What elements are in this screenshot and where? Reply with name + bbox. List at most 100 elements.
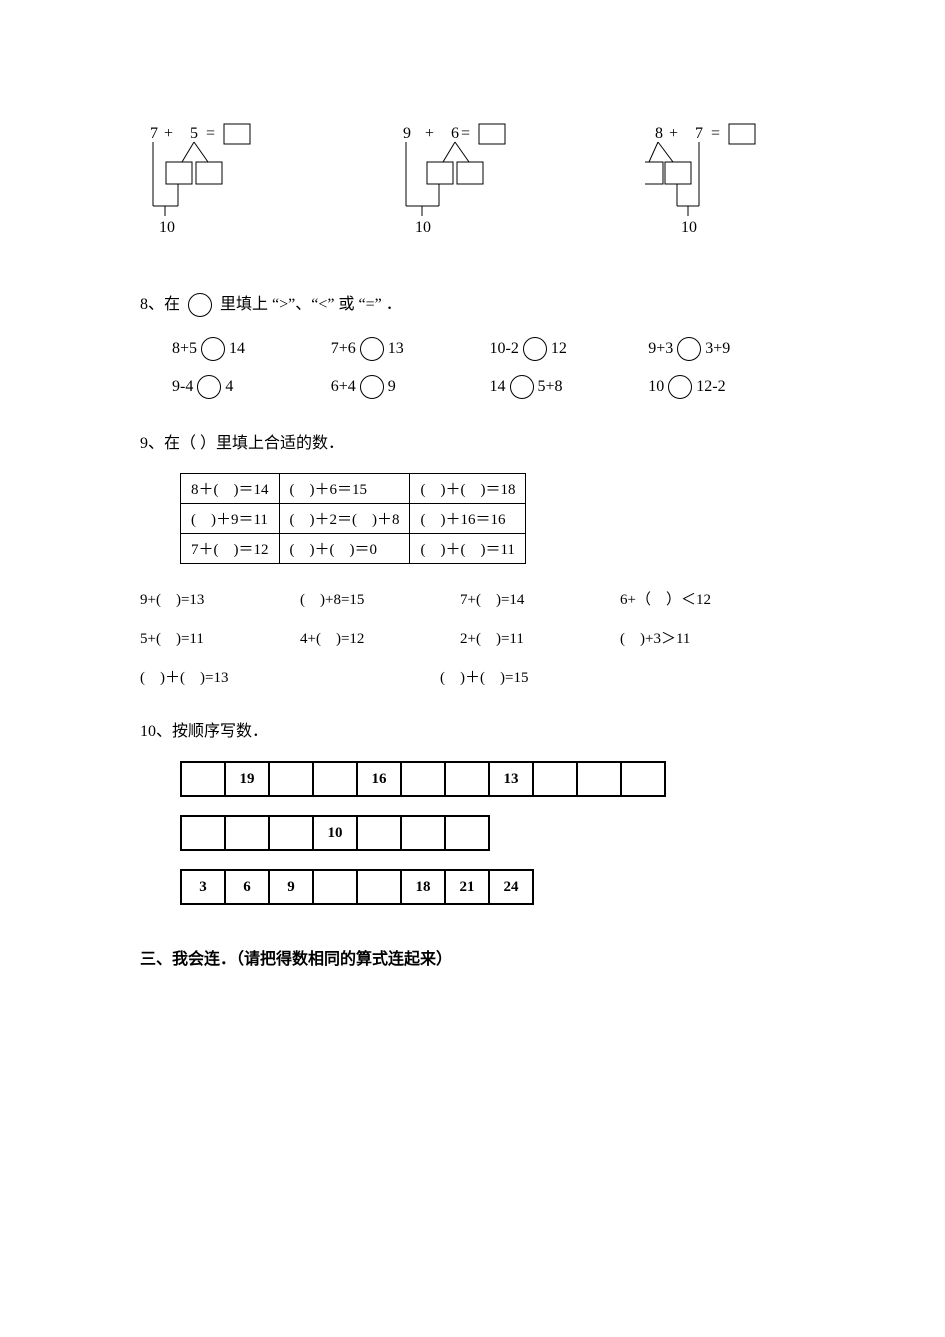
addend-b: 6 [451,125,459,142]
answer-box[interactable] [224,124,250,144]
split-box[interactable] [196,162,222,184]
seq-cell[interactable] [444,815,490,851]
circle-icon [188,293,212,317]
split-diagram-row: 7 + 5 = 10 9 + 6 [140,120,805,240]
split-box[interactable] [645,162,663,184]
seq-cell[interactable] [180,761,224,797]
sequence-row: 10 [180,815,805,851]
seq-cell[interactable] [180,815,224,851]
expr-right: 12-2 [696,378,725,396]
table-cell[interactable]: ( )＋9＝11 [181,504,280,534]
q9-extra-row: 9+( )=13 ( )+8=15 7+( )=14 6+（ ）＜12 [140,588,805,609]
sequence-row: 3 6 9 18 21 24 [180,869,805,905]
split-box[interactable] [427,162,453,184]
table-row: ( )＋9＝11 ( )＋2＝( )＋8 ( )＋16＝16 [181,504,526,534]
fill-blank-expr[interactable]: ( )+3＞11 [620,627,780,648]
answer-box[interactable] [729,124,755,144]
seq-cell[interactable] [268,761,312,797]
addend-a: 8 [655,125,663,142]
table-cell[interactable]: ( )＋( )＝11 [410,534,526,564]
q8-item: 8+5 14 [170,337,329,361]
seq-cell[interactable] [620,761,666,797]
sum-ten: 10 [415,219,431,236]
table-cell[interactable]: ( )＋16＝16 [410,504,526,534]
q9-extra-row: ( )＋( )=13 ( )＋( )=15 [140,666,805,687]
answer-box[interactable] [479,124,505,144]
split-line [182,142,194,162]
seq-cell[interactable]: 10 [312,815,356,851]
seq-cell[interactable] [224,815,268,851]
expr-left: 6+4 [331,378,356,396]
table-cell[interactable]: 8＋( )＝14 [181,474,280,504]
seq-cell[interactable]: 3 [180,869,224,905]
compare-circle[interactable] [360,337,384,361]
q8-title-prefix: 8、在 [140,296,180,313]
split-box[interactable] [166,162,192,184]
table-cell[interactable]: ( )＋( )＝18 [410,474,526,504]
seq-cell[interactable] [444,761,488,797]
addend-a: 9 [403,125,411,142]
fill-blank-expr[interactable]: 9+( )=13 [140,588,300,609]
seq-cell[interactable]: 19 [224,761,268,797]
compare-circle[interactable] [677,337,701,361]
seq-cell[interactable] [268,815,312,851]
split-line [443,142,455,162]
compare-circle[interactable] [523,337,547,361]
split-box[interactable] [665,162,691,184]
seq-cell[interactable]: 24 [488,869,534,905]
fill-blank-expr[interactable]: 6+（ ）＜12 [620,588,780,609]
sum-ten: 10 [681,219,697,236]
fill-blank-expr[interactable]: ( )＋( )=13 [140,666,440,687]
equals-sign: = [711,125,720,142]
seq-cell[interactable]: 13 [488,761,532,797]
seq-cell[interactable] [312,869,356,905]
addend-b: 5 [190,125,198,142]
seq-cell[interactable] [356,869,400,905]
seq-cell[interactable]: 6 [224,869,268,905]
fill-blank-expr[interactable]: 2+( )=11 [460,627,620,648]
q10-title: 10、按顺序写数． [140,717,805,741]
seq-cell[interactable]: 16 [356,761,400,797]
seq-cell[interactable] [400,761,444,797]
expr-left: 8+5 [172,340,197,358]
addend-b: 7 [695,125,703,142]
table-cell[interactable]: ( )＋6＝15 [279,474,410,504]
fill-blank-expr[interactable]: 7+( )=14 [460,588,620,609]
expr-right: 5+8 [538,378,563,396]
seq-cell[interactable]: 21 [444,869,488,905]
q8-row: 9-4 4 6+4 9 14 5+8 10 12-2 [170,375,805,399]
compare-circle[interactable] [360,375,384,399]
fill-blank-expr[interactable]: ( )+8=15 [300,588,460,609]
expr-right: 4 [225,378,233,396]
expr-right: 13 [388,340,404,358]
table-cell[interactable]: 7＋( )＝12 [181,534,280,564]
expr-right: 3+9 [705,340,730,358]
seq-cell[interactable] [400,815,444,851]
q8-title: 8、在 里填上 “>”、“<” 或 “=” ． [140,290,805,317]
table-cell[interactable]: ( )＋2＝( )＋8 [279,504,410,534]
q8-item: 10 12-2 [646,375,805,399]
split-box[interactable] [457,162,483,184]
compare-circle[interactable] [510,375,534,399]
fill-blank-expr[interactable]: 5+( )=11 [140,627,300,648]
compare-circle[interactable] [201,337,225,361]
compare-circle[interactable] [668,375,692,399]
addend-a: 7 [150,125,158,142]
plus-sign: + [164,125,173,142]
equals-sign: = [461,125,470,142]
seq-cell[interactable]: 9 [268,869,312,905]
seq-cell[interactable] [356,815,400,851]
seq-cell[interactable] [576,761,620,797]
split-diagram: 7 + 5 = 10 [140,120,300,240]
fill-blank-expr[interactable]: 4+( )=12 [300,627,460,648]
seq-cell[interactable] [312,761,356,797]
q8-item: 6+4 9 [329,375,488,399]
plus-sign: + [669,125,678,142]
fill-blank-expr[interactable]: ( )＋( )=15 [440,666,740,687]
compare-circle[interactable] [197,375,221,399]
split-diagram: 9 + 6 = 10 [393,120,553,240]
table-cell[interactable]: ( )＋( )＝0 [279,534,410,564]
seq-cell[interactable] [532,761,576,797]
seq-cell[interactable]: 18 [400,869,444,905]
q8-item: 9+3 3+9 [646,337,805,361]
